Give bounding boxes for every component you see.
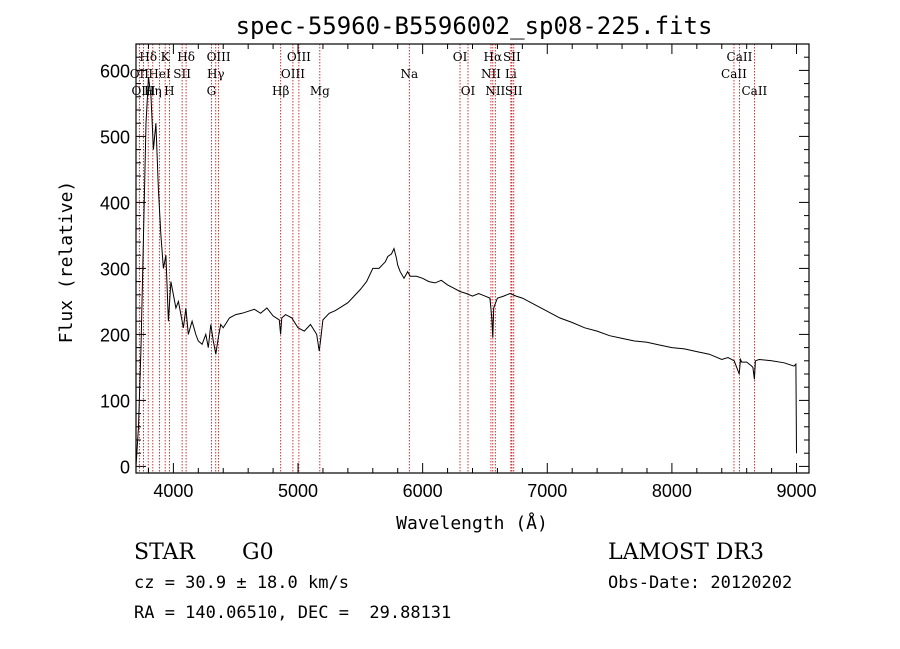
x-tick-label: 6000 [403,481,443,501]
emission-line-label: NII [485,84,505,98]
object-class: STAR [134,540,195,565]
y-tick-label: 400 [100,193,130,213]
coordinates: RA = 140.06510, DEC = 29.88131 [134,603,452,623]
y-tick-label: 100 [100,391,130,411]
chart-title: spec-55960-B5596002_sp08-225.fits [236,12,713,40]
emission-line-label: Hδ [139,50,157,64]
axis-ticks: 4000 5000 6000 7000 8000 9000 0 100 200 300 400 500… [100,44,817,501]
y-tick-label: 200 [100,325,130,345]
emission-line-label: OIII [287,50,311,64]
emission-line-label: CaII [721,67,747,81]
emission-line-label: Hα [484,50,503,64]
emission-line-label: SII [505,84,523,98]
y-tick-label: 500 [100,127,130,147]
y-tick-label: 0 [120,457,130,477]
emission-line-label: OIII [281,67,305,81]
x-tick-label: 7000 [527,481,567,501]
x-tick-label: 4000 [153,481,193,501]
emission-line-label: Li [505,67,517,81]
emission-line-label: OI [453,50,468,64]
emission-line-markers [138,44,755,473]
emission-line-label: HeI [148,67,171,81]
emission-line-label: CaII [741,84,767,98]
emission-line-label: G [207,84,217,98]
emission-line-label: H [164,84,174,98]
emission-line-label: CaII [727,50,753,64]
emission-line-label: Na [400,67,418,81]
plot-frame [135,43,810,474]
emission-line-label: OII [130,67,150,81]
emission-line-label: K [161,50,171,64]
emission-line-label: Hγ [207,67,225,81]
object-subclass: G0 [242,540,274,565]
emission-line-label: Mg [310,84,330,98]
survey-name: LAMOST DR3 [608,540,764,565]
emission-line-label: SII [503,50,521,64]
emission-line-label: NII [481,67,501,81]
emission-line-label: SII [173,67,191,81]
y-axis-label: Flux (relative) [56,181,77,344]
emission-line-label: Hδ [177,50,195,64]
x-axis-label: Wavelength (Å) [396,512,548,534]
emission-line-label: OI [461,84,476,98]
emission-line-label: OIII [207,50,231,64]
x-tick-label: 5000 [278,481,318,501]
x-tick-label: 8000 [652,481,692,501]
x-tick-label: 9000 [777,481,817,501]
obs-date: Obs-Date: 20120202 [608,573,793,593]
y-tick-label: 300 [100,259,130,279]
emission-line-label: Hη [144,84,162,98]
y-tick-label: 600 [100,61,130,81]
emission-line-label: Hβ [272,84,289,98]
redshift-text: cz = 30.9 ± 18.0 km/s [134,573,349,593]
spectrum-line [135,76,797,467]
